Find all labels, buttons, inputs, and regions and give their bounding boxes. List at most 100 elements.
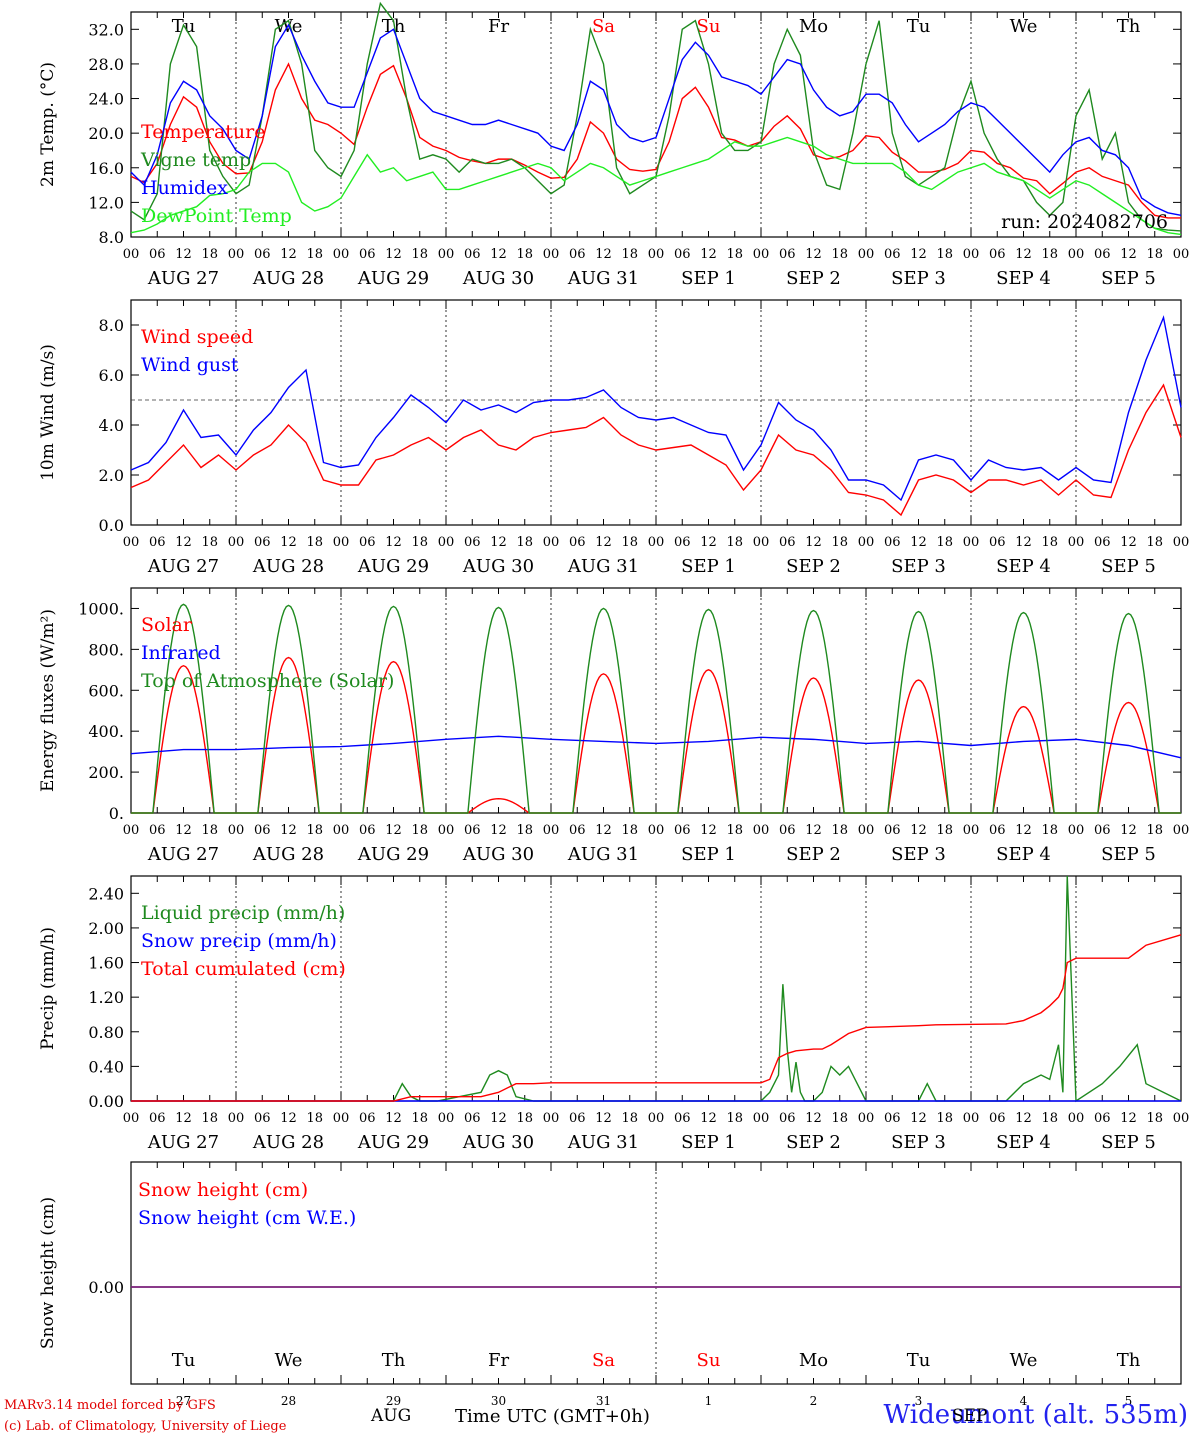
hour-tick-label: 12 xyxy=(490,535,507,550)
date-label: AUG 29 xyxy=(357,844,429,865)
day-number: 5 xyxy=(1125,1394,1133,1408)
legend-entry: Temperature xyxy=(141,121,265,143)
hour-tick-label: 06 xyxy=(359,823,376,838)
legend-entry: Solar xyxy=(141,614,193,636)
y-tick-label: 16.0 xyxy=(88,159,124,178)
hour-tick-label: 06 xyxy=(884,1111,901,1126)
date-label: SEP 3 xyxy=(891,556,946,577)
weekday-label: Tu xyxy=(172,1350,196,1371)
legend-entry: Wind speed xyxy=(141,326,253,348)
date-label: AUG 31 xyxy=(567,1132,639,1153)
hour-tick-label: 12 xyxy=(595,1111,612,1126)
hour-tick-label: 18 xyxy=(306,247,323,262)
weekday-label: Th xyxy=(1117,1350,1141,1371)
date-label: AUG 27 xyxy=(147,268,219,289)
hour-tick-label: 18 xyxy=(411,823,428,838)
hour-tick-label: 12 xyxy=(490,247,507,262)
hour-tick-label: 18 xyxy=(621,1111,638,1126)
hour-tick-label: 18 xyxy=(1041,823,1058,838)
weekday-label: Sa xyxy=(592,1350,615,1371)
hour-tick-label: 06 xyxy=(1094,247,1111,262)
y-tick-label: 1.20 xyxy=(88,988,124,1007)
y-tick-label: 2.0 xyxy=(99,466,124,485)
hour-tick-label: 18 xyxy=(1041,1111,1058,1126)
hour-tick-label: 12 xyxy=(490,823,507,838)
hour-tick-label: 06 xyxy=(779,535,796,550)
date-label: AUG 31 xyxy=(567,556,639,577)
date-label: AUG 31 xyxy=(567,844,639,865)
hour-tick-label: 12 xyxy=(1015,247,1032,262)
hour-tick-label: 00 xyxy=(753,823,770,838)
series-line-wind-gust xyxy=(130,315,1182,502)
series-line-total-cumulated-cm- xyxy=(131,934,1182,1102)
y-tick-label: 0. xyxy=(109,804,124,823)
weekday-label: Th xyxy=(1117,16,1141,37)
legend-entry: DewPoint Temp xyxy=(141,205,292,227)
y-tick-label: 2.00 xyxy=(88,919,124,938)
hour-tick-label: 06 xyxy=(149,823,166,838)
hour-tick-label: 06 xyxy=(674,535,691,550)
hour-tick-label: 18 xyxy=(411,247,428,262)
hour-tick-label: 18 xyxy=(726,1111,743,1126)
hour-tick-label: 12 xyxy=(805,247,822,262)
hour-tick-label: 06 xyxy=(149,535,166,550)
date-label: AUG 29 xyxy=(357,556,429,577)
date-label: SEP 4 xyxy=(996,1132,1051,1153)
series-line-humidex xyxy=(130,23,1182,217)
hour-tick-label: 00 xyxy=(438,1111,455,1126)
hour-tick-label: 18 xyxy=(516,1111,533,1126)
day-number: 31 xyxy=(596,1394,611,1408)
legend-entry: Total cumulated (cm) xyxy=(141,958,346,980)
hour-tick-label: 00 xyxy=(228,823,245,838)
date-label: SEP 3 xyxy=(891,1132,946,1153)
panel-5: 0.00 Snow height (cm) Tu We Th Fr Sa Su Mo Tu We Th… xyxy=(38,1161,1182,1408)
hour-tick-label: 18 xyxy=(1146,1111,1163,1126)
hour-tick-label: 18 xyxy=(936,535,953,550)
y-tick-label: 32.0 xyxy=(88,20,124,39)
station-name: Wideumont (alt. 535m) xyxy=(883,1400,1188,1430)
hour-tick-label: 12 xyxy=(910,823,927,838)
hour-tick-label: 06 xyxy=(989,1111,1006,1126)
hour-tick-label: 00 xyxy=(438,535,455,550)
hour-tick-label: 18 xyxy=(201,1111,218,1126)
hour-tick-label: 06 xyxy=(779,247,796,262)
hour-tick-label: 18 xyxy=(621,535,638,550)
date-label: AUG 27 xyxy=(147,1132,219,1153)
hour-tick-label: 12 xyxy=(175,823,192,838)
series-line-top-of-atmosphere-solar- xyxy=(131,603,1181,814)
weekday-label: Su xyxy=(697,16,721,37)
y-tick-label: 600. xyxy=(88,681,124,700)
hour-tick-label: 06 xyxy=(149,1111,166,1126)
panel-4: 00 06 12 18 00 06 12 18 00 06 12 18 00 06 12 18 00 06 12 18… xyxy=(38,875,1189,1153)
credit-line-1: MARv3.14 model forced by GFS xyxy=(4,1398,216,1413)
weekday-label: Tu xyxy=(907,16,931,37)
hour-tick-label: 12 xyxy=(175,535,192,550)
hour-tick-label: 18 xyxy=(936,823,953,838)
hour-tick-label: 18 xyxy=(306,823,323,838)
hour-tick-label: 00 xyxy=(333,535,350,550)
month-aug: AUG xyxy=(371,1406,412,1426)
hour-tick-label: 12 xyxy=(910,535,927,550)
hour-tick-label: 06 xyxy=(884,823,901,838)
date-label: SEP 1 xyxy=(681,556,736,577)
hour-tick-label: 18 xyxy=(1041,535,1058,550)
hour-tick-label: 18 xyxy=(621,823,638,838)
legend-entry: Liquid precip (mm/h) xyxy=(141,902,345,924)
hour-tick-label: 12 xyxy=(1120,247,1137,262)
hour-tick-label: 18 xyxy=(306,535,323,550)
y-tick-label: 8.0 xyxy=(99,228,124,247)
hour-tick-label: 00 xyxy=(858,535,875,550)
y-axis-label: Energy fluxes (W/m²) xyxy=(38,609,58,792)
y-tick-label: 0.40 xyxy=(88,1057,124,1076)
hour-tick-label: 12 xyxy=(1120,535,1137,550)
hour-tick-label: 00 xyxy=(1173,535,1190,550)
hour-tick-label: 12 xyxy=(1015,535,1032,550)
hour-tick-label: 00 xyxy=(1068,247,1085,262)
credit-line-2: (c) Lab. of Climatology, University of L… xyxy=(4,1419,287,1434)
date-label: AUG 27 xyxy=(147,844,219,865)
hour-tick-label: 12 xyxy=(595,247,612,262)
hour-tick-label: 18 xyxy=(831,247,848,262)
hour-tick-label: 18 xyxy=(201,823,218,838)
legend-entry: Infrared xyxy=(141,642,221,664)
y-tick-label: 0.0 xyxy=(99,516,124,535)
